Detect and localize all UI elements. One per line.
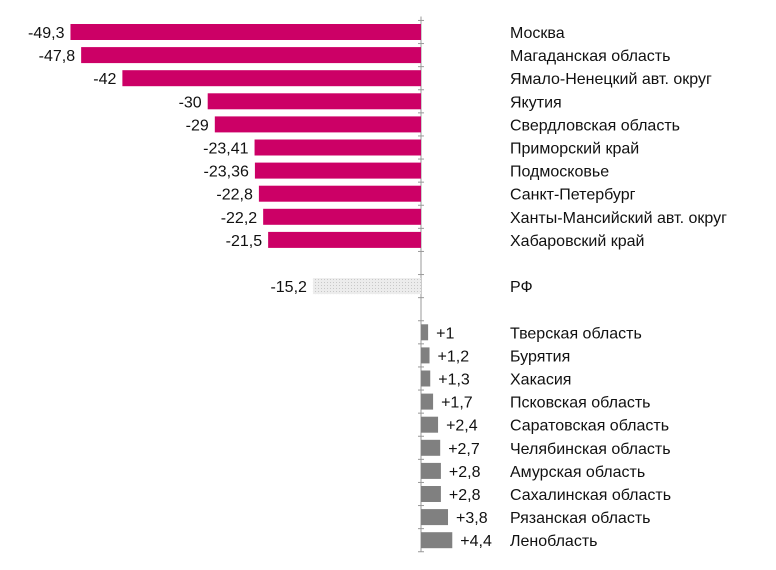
value-label: -21,5: [226, 233, 263, 250]
category-label: Челябинская область: [510, 441, 671, 458]
value-label: -15,2: [270, 279, 307, 296]
value-label: -22,8: [216, 187, 253, 204]
bar-negative-7: [258, 185, 421, 202]
bar-negative-8: [263, 208, 421, 225]
category-label: Ханты-Мансийский авт. округ: [510, 210, 727, 227]
value-label: +2,8: [449, 464, 481, 481]
category-label: Якутия: [510, 94, 562, 111]
bar-positive-20: [421, 532, 453, 549]
bar-negative-4: [214, 116, 421, 133]
value-label: +4,4: [460, 533, 492, 550]
bar-negative-0: [70, 24, 422, 40]
category-label: Саратовская область: [510, 418, 669, 435]
bar-positive-15: [421, 416, 439, 433]
category-label: Псковская область: [510, 395, 651, 412]
value-label: +3,8: [456, 510, 488, 527]
bar-negative-3: [207, 93, 421, 110]
bar-positive-16: [421, 439, 441, 456]
value-label: +2,7: [448, 441, 480, 458]
label-layer: -49,3 Москва -47,8 Магаданская область -42 Ям…: [28, 25, 727, 550]
value-label: -23,41: [203, 141, 248, 158]
bar-negative-5: [254, 139, 421, 156]
value-label: -23,36: [204, 164, 249, 181]
value-label: +1,7: [441, 395, 473, 412]
value-label: -29: [186, 117, 209, 134]
bar-negative-1: [81, 47, 421, 64]
value-label: +1,3: [438, 372, 470, 389]
category-label: Амурская область: [510, 464, 645, 481]
bar-layer: [70, 24, 453, 549]
value-label: +1: [436, 325, 454, 342]
value-label: -47,8: [39, 48, 76, 65]
value-label: +1,2: [438, 348, 470, 365]
category-label: Свердловская область: [510, 117, 680, 134]
category-label: Тверская область: [510, 325, 642, 342]
category-label: Подмосковье: [510, 164, 609, 181]
bar-negative-2: [122, 70, 421, 87]
value-label: -22,2: [221, 210, 258, 227]
category-label: Ленобласть: [510, 533, 597, 550]
value-label: -42: [93, 71, 116, 88]
category-label: Рязанская область: [510, 510, 650, 527]
bar-positive-13: [421, 370, 431, 387]
category-label: Хабаровский край: [510, 233, 644, 250]
category-label: Магаданская область: [510, 48, 670, 65]
bar-negative-9: [268, 231, 421, 248]
value-label: -30: [179, 94, 202, 111]
bar-negative-6: [254, 162, 421, 179]
bar-positive-14: [421, 393, 434, 410]
bar-positive-12: [421, 347, 430, 364]
category-label: Ямало-Ненецкий авт. округ: [510, 71, 712, 88]
category-label: Хакасия: [510, 372, 571, 389]
category-label: РФ: [510, 279, 533, 296]
category-label: Бурятия: [510, 348, 570, 365]
bar-positive-18: [421, 486, 441, 502]
bar-positive-11: [421, 324, 429, 341]
category-label: Санкт-Петербург: [510, 187, 636, 204]
category-label: Сахалинская область: [510, 487, 671, 504]
bar-positive-17: [421, 462, 441, 479]
value-label: -49,3: [28, 25, 65, 42]
category-label: Приморский край: [510, 141, 639, 158]
value-label: +2,4: [446, 418, 478, 435]
bar-reference-10: [312, 278, 421, 295]
bar-positive-19: [421, 509, 449, 526]
category-label: Москва: [510, 25, 565, 42]
value-label: +2,8: [449, 487, 481, 504]
